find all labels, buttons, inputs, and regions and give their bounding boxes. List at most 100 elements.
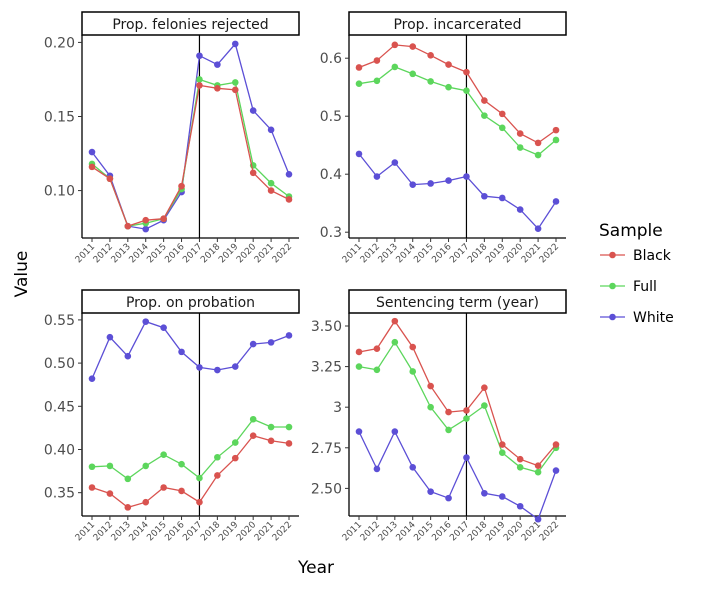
- data-point-white: [196, 364, 203, 371]
- data-point-full: [355, 80, 363, 88]
- data-point-white: [249, 340, 257, 348]
- panel-strip: [348, 11, 567, 36]
- data-point-black: [231, 86, 239, 94]
- x-tick-label: 2011: [74, 520, 97, 543]
- data-point-black: [534, 462, 542, 469]
- data-point-full: [214, 453, 221, 461]
- data-point-black: [373, 345, 381, 353]
- data-point-full: [391, 338, 399, 346]
- data-point-white: [481, 192, 488, 200]
- data-point-full: [552, 136, 560, 144]
- data-point-white: [231, 363, 239, 370]
- data-point-white: [552, 467, 560, 474]
- data-point-full: [106, 462, 114, 470]
- data-point-black: [142, 498, 150, 506]
- data-point-black: [391, 41, 399, 49]
- x-tick-label: 2015: [412, 242, 435, 265]
- x-tick-label: 2018: [199, 520, 222, 543]
- data-point-black: [88, 163, 96, 171]
- x-tick-label: 2019: [484, 520, 507, 543]
- y-tick-label: 0.55: [44, 313, 75, 329]
- panel-prop-incarcerated: Prop. incarcerated0.30.40.50.62011201220…: [320, 11, 567, 265]
- x-tick-label: 2013: [110, 242, 133, 265]
- legend: Sample Black Full White: [599, 221, 674, 326]
- data-point-white: [534, 515, 542, 523]
- data-point-white: [355, 150, 363, 158]
- x-tick-label: 2011: [341, 520, 364, 543]
- data-point-full: [481, 402, 488, 409]
- data-point-white: [160, 324, 167, 331]
- x-tick-label: 2015: [412, 520, 435, 543]
- data-point-black: [249, 169, 257, 177]
- x-tick-label: 2022: [538, 242, 561, 265]
- data-point-full: [267, 179, 275, 187]
- x-tick-label: 2012: [92, 520, 115, 543]
- legend-label: Full: [633, 279, 657, 295]
- data-point-black: [178, 182, 185, 190]
- data-point-white: [355, 428, 363, 435]
- x-tick-label: 2020: [235, 242, 258, 265]
- data-point-black: [481, 384, 488, 392]
- data-point-full: [498, 124, 506, 132]
- data-point-black: [552, 441, 560, 448]
- data-point-black: [160, 484, 167, 491]
- data-point-white: [552, 198, 560, 205]
- legend-label: Black: [633, 248, 672, 264]
- data-point-full: [231, 439, 239, 446]
- data-point-white: [88, 375, 96, 382]
- data-point-black: [267, 187, 275, 194]
- panel-strip: [81, 289, 300, 314]
- series-line-full: [358, 66, 557, 156]
- series-line-white: [358, 430, 557, 521]
- panel-sentencing-term-year: Sentencing term (year) 2.50 2.75 3 3.25 3.50 2…: [311, 289, 567, 543]
- x-tick-label: 2012: [92, 242, 115, 265]
- x-tick-label: 2015: [145, 520, 168, 543]
- data-point-black: [214, 472, 221, 479]
- x-tick-label: 2014: [395, 242, 418, 265]
- data-point-black: [196, 82, 203, 89]
- data-point-full: [355, 363, 363, 370]
- x-tick-label: 2014: [395, 520, 418, 543]
- data-point-full: [427, 78, 434, 85]
- y-tick-label: 0.20: [44, 35, 75, 51]
- data-point-black: [516, 130, 524, 137]
- x-tick-label: 2015: [145, 242, 168, 265]
- data-point-black: [552, 126, 560, 134]
- x-tick-label: 2016: [163, 520, 186, 543]
- data-point-white: [427, 180, 434, 187]
- data-point-full: [516, 144, 524, 151]
- y-tick-label: 2.75: [311, 441, 342, 457]
- data-point-white: [409, 463, 417, 471]
- data-point-white: [498, 493, 506, 500]
- data-point-black: [373, 57, 381, 64]
- data-point-white: [178, 348, 185, 356]
- data-point-white: [249, 107, 257, 114]
- x-tick-label: 2021: [520, 242, 543, 265]
- data-point-full: [498, 449, 506, 456]
- data-point-black: [427, 382, 434, 390]
- data-point-full: [285, 423, 293, 431]
- data-point-black: [355, 348, 363, 356]
- x-tick-label: 2016: [163, 242, 186, 265]
- data-point-white: [142, 225, 150, 233]
- x-tick-label: 2018: [199, 242, 222, 265]
- legend-swatch-point: [609, 313, 616, 321]
- data-point-black: [498, 110, 506, 118]
- data-point-white: [391, 428, 399, 435]
- data-point-white: [463, 173, 470, 180]
- panel-strip: [81, 11, 300, 36]
- data-point-white: [409, 181, 417, 188]
- data-point-full: [196, 76, 203, 83]
- legend-title: Sample: [599, 221, 663, 241]
- data-point-full: [409, 70, 417, 78]
- data-point-black: [178, 487, 185, 495]
- data-point-black: [88, 484, 96, 491]
- x-tick-label: 2021: [253, 242, 276, 265]
- y-tick-label: 0.5: [320, 109, 342, 125]
- x-tick-label: 2019: [217, 242, 240, 265]
- data-point-full: [267, 423, 275, 431]
- data-point-full: [88, 463, 96, 471]
- x-tick-label: 2020: [502, 242, 525, 265]
- data-point-black: [106, 490, 114, 497]
- x-tick-label: 2019: [217, 520, 240, 543]
